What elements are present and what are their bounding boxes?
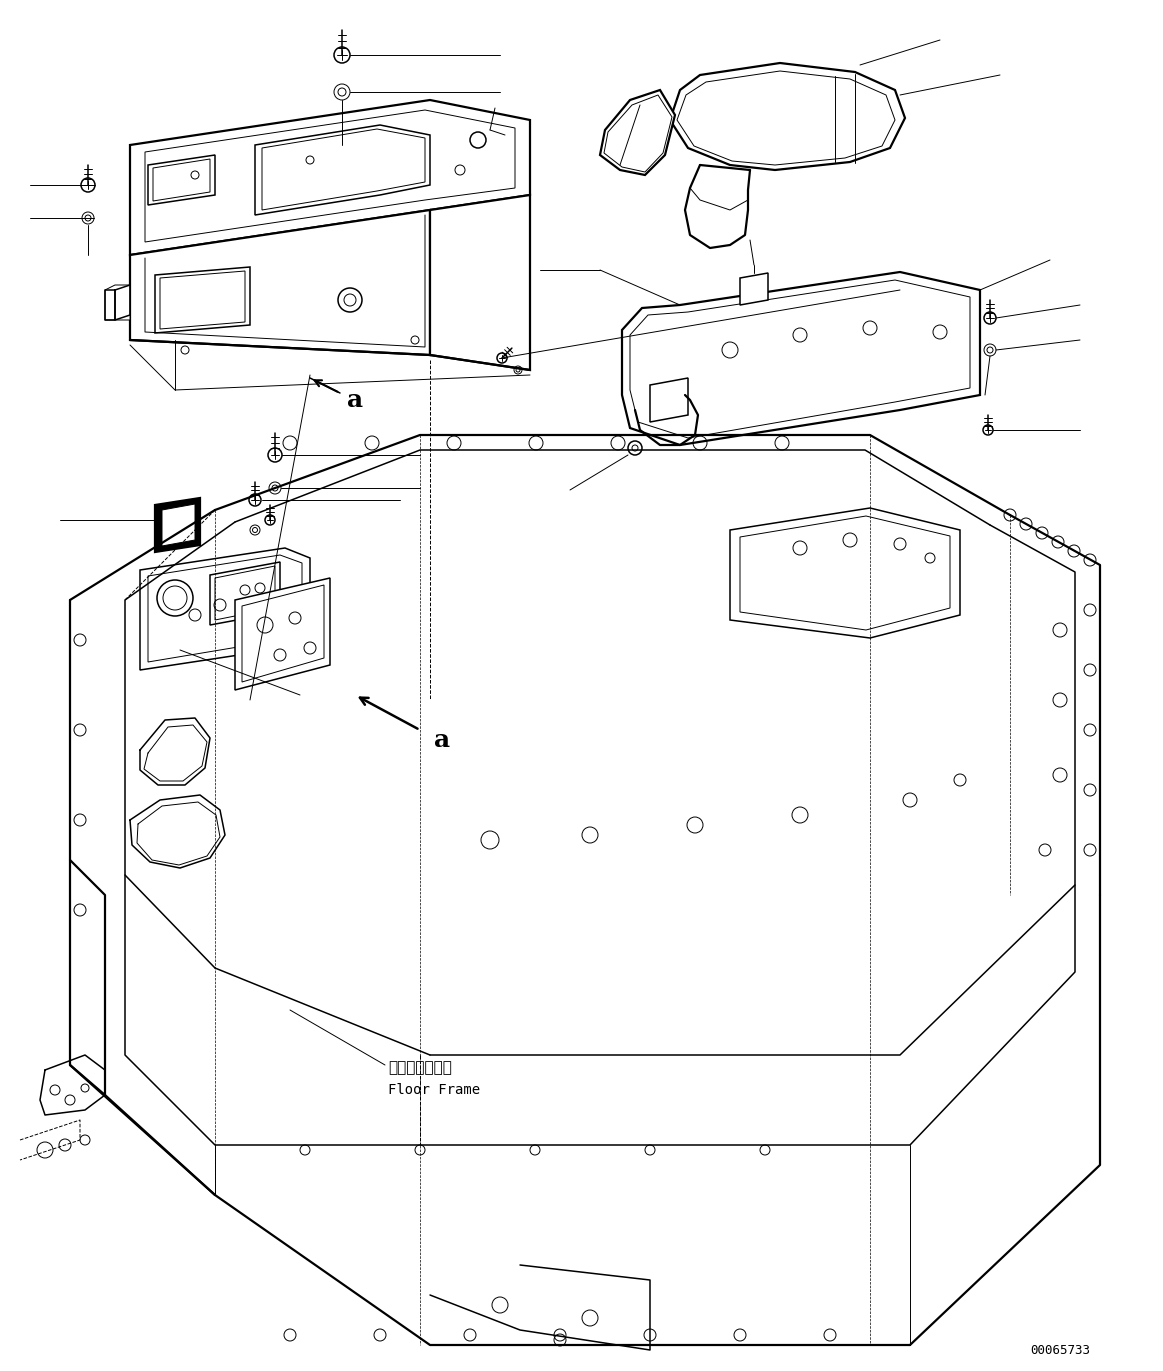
Polygon shape — [130, 100, 530, 255]
Polygon shape — [730, 509, 959, 638]
Text: フロアフレーム: フロアフレーム — [388, 1061, 452, 1075]
Text: Floor Frame: Floor Frame — [388, 1083, 480, 1097]
Polygon shape — [430, 195, 530, 370]
Polygon shape — [105, 285, 130, 319]
Polygon shape — [740, 273, 768, 304]
Text: a: a — [347, 388, 363, 413]
Polygon shape — [155, 498, 200, 553]
Polygon shape — [140, 548, 311, 670]
Polygon shape — [600, 90, 675, 175]
Polygon shape — [670, 63, 905, 170]
Polygon shape — [162, 505, 195, 546]
Polygon shape — [235, 579, 330, 690]
Text: 00065733: 00065733 — [1030, 1344, 1090, 1356]
Polygon shape — [130, 210, 430, 355]
Polygon shape — [622, 271, 980, 446]
Text: a: a — [434, 728, 450, 753]
